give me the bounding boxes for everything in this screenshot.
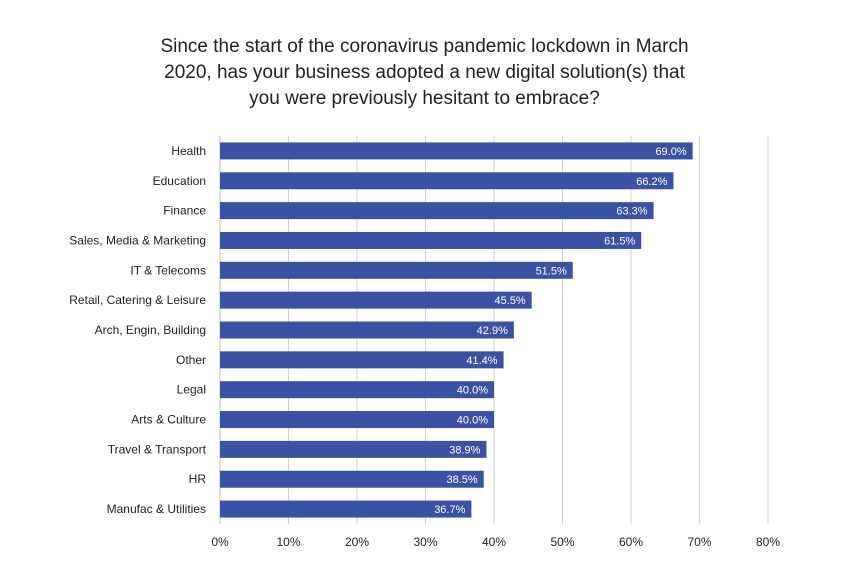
category-label: Sales, Media & Marketing: [69, 233, 206, 247]
x-tick-label: 70%: [687, 535, 711, 549]
category-label: IT & Telecoms: [130, 263, 206, 277]
category-label: Arts & Culture: [131, 413, 206, 427]
chart-title: Since the start of the coronavirus pande…: [60, 34, 789, 112]
x-tick-label: 40%: [482, 535, 506, 549]
x-tick-label: 0%: [211, 535, 229, 549]
bar: [220, 261, 573, 279]
bar: [220, 231, 642, 249]
category-label: Manufac & Utilities: [107, 502, 206, 516]
category-label: HR: [189, 472, 207, 486]
category-label: Arch, Engin, Building: [95, 323, 206, 337]
data-label: 40.0%: [457, 415, 488, 427]
bar: [220, 142, 693, 160]
category-label: Finance: [163, 204, 206, 218]
bar: [220, 291, 532, 309]
x-tick-label: 30%: [413, 535, 437, 549]
bar: [220, 172, 674, 190]
data-label: 38.5%: [447, 474, 478, 486]
data-label: 36.7%: [434, 504, 465, 516]
chart-title-line-1: Since the start of the coronavirus pande…: [160, 36, 689, 57]
chart-title-line-3: you were previously hesitant to embrace?: [249, 88, 600, 109]
x-tick-label: 20%: [345, 535, 369, 549]
bar: [220, 321, 514, 339]
category-label: Other: [176, 353, 206, 367]
data-label: 40.0%: [457, 385, 488, 397]
data-label: 45.5%: [494, 295, 525, 307]
data-label: 51.5%: [536, 265, 567, 277]
bar: [220, 440, 487, 458]
bar: [220, 351, 504, 369]
x-tick-label: 60%: [619, 535, 643, 549]
category-label: Education: [153, 174, 206, 188]
bar: [220, 381, 494, 399]
category-label: Legal: [177, 383, 206, 397]
data-label: 38.9%: [449, 444, 480, 456]
data-label: 61.5%: [604, 235, 635, 247]
data-label: 41.4%: [466, 355, 497, 367]
category-label: Retail, Catering & Leisure: [69, 293, 206, 307]
bar: [220, 202, 654, 220]
x-tick-label: 80%: [756, 535, 780, 549]
chart-title-line-2: 2020, has your business adopted a new di…: [164, 62, 685, 83]
bar: [220, 411, 494, 429]
data-label: 69.0%: [655, 146, 686, 158]
bar: [220, 470, 484, 488]
category-label: Travel & Transport: [108, 442, 207, 456]
x-tick-label: 10%: [276, 535, 300, 549]
data-label: 63.3%: [616, 206, 647, 218]
data-label: 42.9%: [477, 325, 508, 337]
x-tick-label: 50%: [550, 535, 574, 549]
bar: [220, 500, 472, 518]
data-label: 66.2%: [636, 176, 667, 188]
category-label: Health: [171, 144, 206, 158]
